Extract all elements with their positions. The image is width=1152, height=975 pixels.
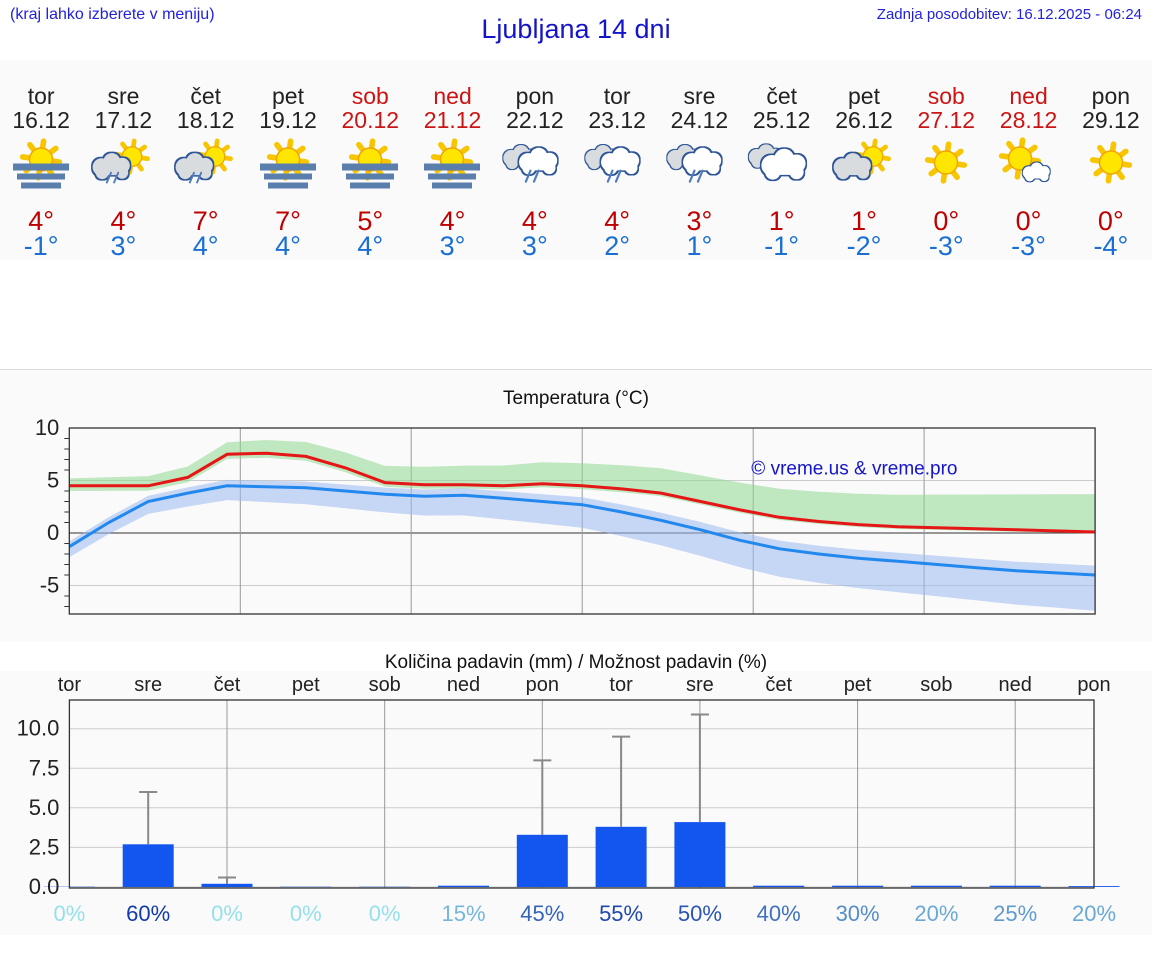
- svg-text:15%: 15%: [441, 901, 485, 926]
- svg-text:20%: 20%: [914, 901, 958, 926]
- svg-text:čet: čet: [214, 674, 241, 696]
- svg-text:sob: sob: [369, 674, 401, 696]
- svg-text:2.5: 2.5: [29, 834, 60, 859]
- svg-text:0: 0: [47, 520, 59, 545]
- svg-text:sre: sre: [134, 674, 162, 696]
- svg-text:sob: sob: [920, 674, 952, 696]
- svg-text:0%: 0%: [211, 901, 243, 926]
- svg-text:20%: 20%: [1072, 901, 1116, 926]
- svg-text:40%: 40%: [757, 901, 801, 926]
- svg-text:pet: pet: [292, 674, 320, 696]
- svg-text:pon: pon: [526, 674, 559, 696]
- svg-text:55%: 55%: [599, 901, 643, 926]
- svg-text:10: 10: [35, 416, 59, 440]
- svg-text:50%: 50%: [678, 901, 722, 926]
- svg-text:0.0: 0.0: [29, 874, 60, 899]
- svg-text:-5: -5: [40, 573, 60, 598]
- svg-text:0%: 0%: [290, 901, 322, 926]
- svg-text:čet: čet: [765, 674, 792, 696]
- svg-text:25%: 25%: [993, 901, 1037, 926]
- svg-text:pon: pon: [1077, 674, 1110, 696]
- svg-text:ned: ned: [999, 674, 1032, 696]
- svg-text:10.0: 10.0: [17, 716, 60, 741]
- svg-text:0%: 0%: [54, 901, 86, 926]
- svg-text:7.5: 7.5: [29, 755, 60, 780]
- svg-text:0%: 0%: [369, 901, 401, 926]
- svg-text:tor: tor: [58, 674, 82, 696]
- svg-text:tor: tor: [609, 674, 633, 696]
- svg-text:5: 5: [47, 468, 59, 493]
- svg-text:30%: 30%: [836, 901, 880, 926]
- svg-text:© vreme.us & vreme.pro: © vreme.us & vreme.pro: [751, 459, 957, 480]
- svg-text:45%: 45%: [520, 901, 564, 926]
- svg-text:ned: ned: [447, 674, 480, 696]
- svg-text:sre: sre: [686, 674, 714, 696]
- svg-text:5.0: 5.0: [29, 795, 60, 820]
- svg-text:pet: pet: [844, 674, 872, 696]
- svg-text:60%: 60%: [126, 901, 170, 926]
